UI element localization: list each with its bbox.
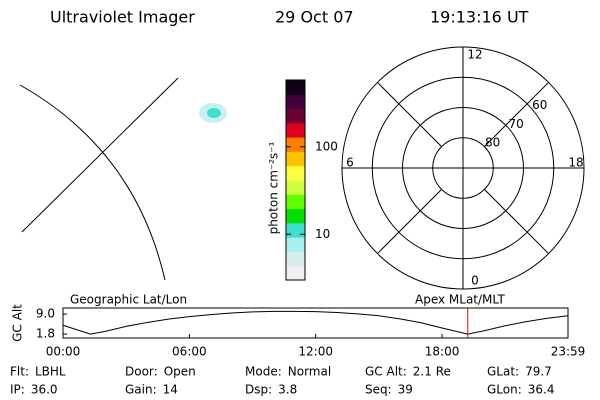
title: Ultraviolet Imager xyxy=(50,8,195,27)
field-value: 14 xyxy=(163,383,178,397)
plot-frame xyxy=(62,307,569,339)
colorbar-frame xyxy=(285,79,306,281)
map-arc xyxy=(19,84,166,281)
hour-label: 6 xyxy=(346,156,354,170)
colorbar-band xyxy=(286,151,305,167)
field-value: 79.7 xyxy=(525,365,552,379)
colorbar-band xyxy=(286,222,305,238)
field-label: Flt: xyxy=(10,365,29,379)
date: 29 Oct 07 xyxy=(275,8,354,27)
field-value: 36.0 xyxy=(31,383,58,397)
ring-label: 80 xyxy=(485,136,500,150)
hour-label: 0 xyxy=(471,274,479,288)
left-title: Geographic Lat/Lon xyxy=(70,293,187,307)
x-tick-label: 00:00 xyxy=(46,345,81,359)
polar-spoke xyxy=(484,189,549,254)
x-tick-label: 12:00 xyxy=(298,345,333,359)
colorbar-band xyxy=(286,180,305,195)
colorbar-band xyxy=(286,94,305,110)
ring-label: 60 xyxy=(532,98,547,112)
polar-spoke xyxy=(377,189,442,254)
colorbar-tick-label: 10 xyxy=(315,227,330,241)
field-value: 39 xyxy=(398,383,413,397)
polar-spoke xyxy=(484,82,549,147)
colorbar-band xyxy=(286,251,305,267)
hour-label: 18 xyxy=(568,156,583,170)
field-label: IP: xyxy=(10,383,25,397)
colorbar-band xyxy=(286,108,305,124)
colorbar-band xyxy=(286,80,305,95)
colorbar-band xyxy=(286,194,305,210)
ring-label: 70 xyxy=(509,117,524,131)
colorbar-band xyxy=(286,208,305,224)
map-panel xyxy=(19,77,227,281)
colorbar-tick-label: 100 xyxy=(315,139,338,153)
map-line xyxy=(21,77,179,233)
polar-spoke xyxy=(377,82,442,147)
field-value: 36.4 xyxy=(528,383,555,397)
field-label: GC Alt: xyxy=(365,365,407,379)
field-label: Door: xyxy=(125,365,158,379)
right-title: Apex MLat/MLT xyxy=(415,293,505,307)
field-label: Dsp: xyxy=(245,383,272,397)
colorbar-band xyxy=(286,265,305,281)
y-label: GC Alt xyxy=(11,304,25,342)
field-label: GLon: xyxy=(487,383,522,397)
x-tick-label: 06:00 xyxy=(172,345,207,359)
altitude-line xyxy=(62,310,569,335)
field-value: Normal xyxy=(288,365,331,379)
field-label: Mode: xyxy=(245,365,282,379)
field-label: GLat: xyxy=(487,365,519,379)
colorbar-band xyxy=(286,237,305,252)
field-value: Open xyxy=(164,365,196,379)
x-tick-label: 18:00 xyxy=(425,345,460,359)
hour-label: 12 xyxy=(467,48,482,62)
field-label: Seq: xyxy=(365,383,392,397)
field-value: 2.1 Re xyxy=(413,365,451,379)
colorbar-band xyxy=(286,165,305,181)
time: 19:13:16 UT xyxy=(430,8,529,27)
y-tick-label: 1.8 xyxy=(36,327,55,341)
colorbar-label: photon cm⁻²s⁻¹ xyxy=(267,141,281,234)
colorbar-band xyxy=(286,137,305,152)
field-label: Gain: xyxy=(125,383,157,397)
y-tick-label: 9.0 xyxy=(36,307,55,321)
field-value: LBHL xyxy=(35,365,66,379)
x-tick-label: 23:59 xyxy=(551,345,586,359)
colorbar-band xyxy=(286,122,305,138)
field-value: 3.8 xyxy=(278,383,297,397)
aurora-core xyxy=(207,108,221,118)
